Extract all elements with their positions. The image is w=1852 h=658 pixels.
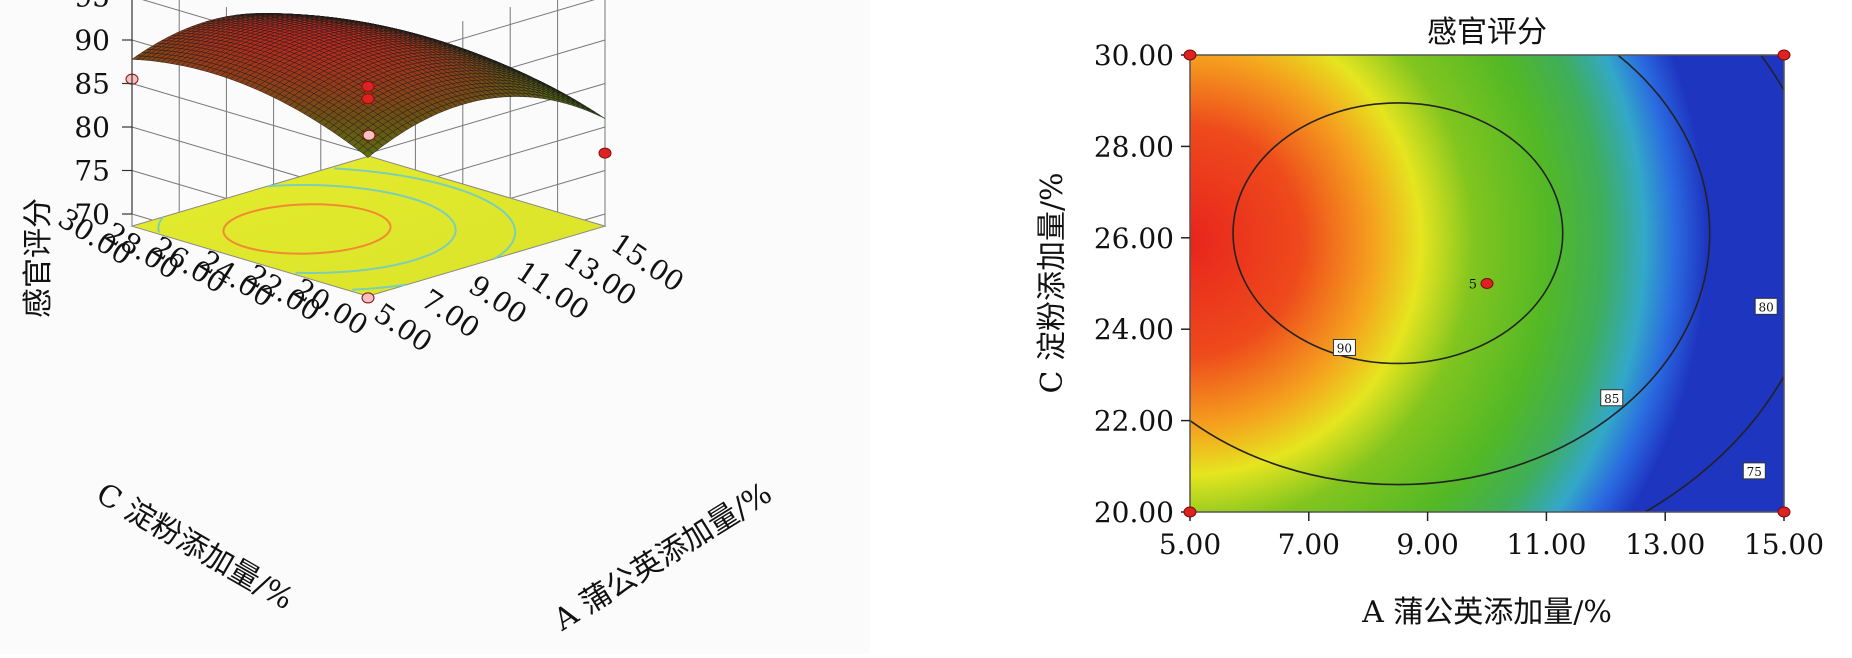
contour-level-label: 75 [1747, 465, 1762, 479]
z-tick-label: 85 [74, 68, 110, 101]
contour-x-tick-label: 13.00 [1625, 528, 1705, 561]
center-point-marker [1481, 279, 1493, 289]
contour-level-label: 85 [1604, 392, 1619, 406]
z-tick-label: 80 [74, 111, 110, 144]
z-tick-label: 90 [74, 24, 110, 57]
contour-plot-panel: 90 85 80 75 5 5.00 7.00 9.00 11.00 13.00 15.00 20.… [950, 0, 1852, 654]
design-point-marker [1184, 507, 1196, 517]
contour-x-tick-label: 15.00 [1744, 528, 1824, 561]
contour-y-tick-label: 26.00 [1094, 222, 1174, 255]
z-tick-label: 75 [74, 155, 110, 188]
contour-plot: 90 85 80 75 5 5.00 7.00 9.00 11.00 13.00 15.00 20.… [950, 0, 1852, 654]
contour-level-label: 90 [1337, 341, 1352, 355]
y-axis-label: C 淀粉添加量/% [90, 476, 299, 617]
contour-y-tick-label: 30.00 [1094, 39, 1174, 72]
contour-level-label: 80 [1759, 300, 1774, 314]
contour-title: 感官评分 [1427, 15, 1547, 50]
z-axis-label: 感官评分 [21, 198, 56, 318]
design-point-marker [1778, 507, 1790, 517]
design-point-marker [1778, 50, 1790, 60]
response-surface-plot: 70758085909520.0022.0024.0026.0028.0030.… [0, 0, 870, 654]
contour-x-tick-label: 5.00 [1159, 528, 1221, 561]
contour-x-tick-label: 9.00 [1396, 528, 1458, 561]
contour-y-tick-label: 28.00 [1094, 130, 1174, 163]
contour-y-tick-label: 22.00 [1094, 405, 1174, 438]
contour-y-tick-label: 20.00 [1094, 496, 1174, 529]
z-tick-label: 95 [74, 0, 110, 14]
contour-x-tick-label: 11.00 [1506, 528, 1586, 561]
x-axis-label: A 蒲公英添加量/% [547, 476, 778, 639]
contour-y-axis-label: C 淀粉添加量/% [1035, 172, 1070, 393]
contour-x-tick-label: 7.00 [1278, 528, 1340, 561]
surface-plot-panel: 70758085909520.0022.0024.0026.0028.0030.… [0, 0, 870, 654]
design-point-marker [1184, 50, 1196, 60]
contour-x-axis-label: A 蒲公英添加量/% [1361, 595, 1612, 630]
contour-y-tick-label: 24.00 [1094, 313, 1174, 346]
center-point-count: 5 [1469, 278, 1477, 293]
